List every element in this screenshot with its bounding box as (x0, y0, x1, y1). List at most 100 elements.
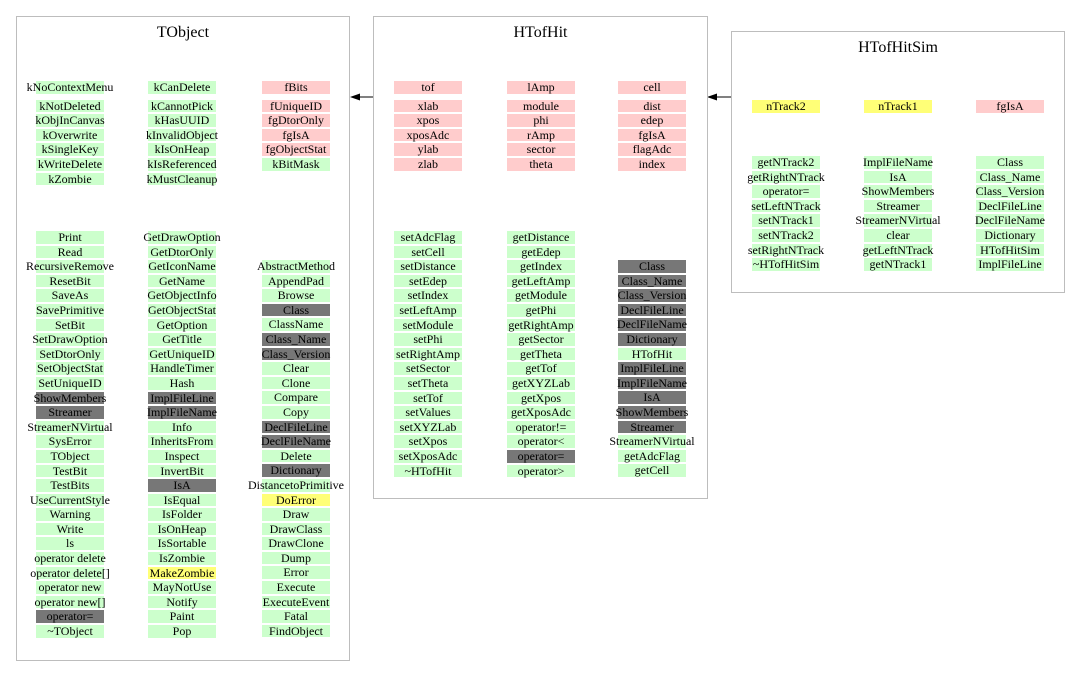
entry-background (394, 99, 462, 113)
entry-label: getPhi (525, 302, 557, 317)
entry-background (507, 231, 575, 244)
entry-label: Class_Name (621, 273, 683, 288)
entry-label: fgIsA (996, 99, 1024, 113)
entry-label: ImplFileLine (150, 390, 214, 405)
entry-background (148, 625, 216, 638)
entry-background (148, 479, 216, 492)
method-entry: operator delete (0, 551, 140, 566)
entry-background (262, 493, 330, 507)
entry-label: GetObjectInfo (147, 288, 217, 303)
method-entry: ImplFileLine (112, 391, 252, 406)
entry-background (618, 405, 686, 419)
entry-label: IsFolder (162, 507, 202, 522)
entry-label: HandleTimer (150, 361, 214, 376)
entry-label: ImplFileName (863, 155, 933, 169)
entry-background (976, 199, 1044, 213)
entry-background (148, 128, 216, 142)
data-member-entry: phi (471, 113, 611, 128)
entry-background (507, 99, 575, 113)
entry-label: setTof (413, 390, 443, 405)
entry-label: DeclFileLine (978, 198, 1042, 213)
method-entry: TObject (0, 449, 140, 464)
entry-label: getIndex (520, 259, 562, 274)
entry-background (976, 214, 1044, 227)
entry-label: MayNotUse (152, 580, 212, 595)
methods-column: AbstractMethod AppendPad Browse Class ClassN… (226, 259, 366, 638)
entry-label: getAdcFlag (624, 448, 680, 463)
entry-label: SavePrimitive (36, 302, 104, 317)
method-entry: ShowMembers (582, 405, 722, 420)
method-entry: setValues (358, 405, 498, 420)
method-entry: ShowMembers (828, 184, 968, 199)
method-entry: GetIconName (112, 259, 252, 274)
entry-background (618, 99, 686, 113)
entry-label: GetTitle (162, 332, 202, 347)
method-entry: operator delete[] (0, 566, 140, 581)
entry-background (618, 157, 686, 171)
entry-background (394, 376, 462, 390)
entry-background (394, 143, 462, 156)
data-member-entry: kIsReferenced (112, 157, 252, 172)
method-entry: Class (940, 155, 1080, 170)
entry-background (262, 508, 330, 521)
method-entry: GetName (112, 274, 252, 289)
entry-background (148, 595, 216, 609)
method-entry: Notify (112, 595, 252, 610)
entry-background (507, 260, 575, 273)
method-entry: setIndex (358, 288, 498, 303)
entry-background (262, 289, 330, 302)
entry-background (148, 245, 216, 259)
entry-background (864, 100, 932, 113)
entry-background (262, 581, 330, 594)
entry-label: kInvalidObject (146, 127, 218, 142)
method-entry: HandleTimer (112, 361, 252, 376)
entry-label: xlab (417, 98, 439, 113)
entry-label: HTofHitSim (980, 242, 1040, 257)
entry-label: SetUniqueID (38, 375, 102, 390)
method-entry: operator> (471, 464, 611, 479)
method-entry: MakeZombie (112, 566, 252, 581)
entry-label: DoError (276, 492, 316, 507)
data-members-column: fgIsA (940, 99, 1080, 114)
data-member-entry: edep (582, 113, 722, 128)
entry-label: DeclFileName (975, 213, 1045, 228)
entry-background (36, 157, 104, 171)
method-entry: SysError (0, 434, 140, 449)
entry-label: Streamer (630, 419, 674, 434)
entry-label: getCell (634, 463, 670, 478)
entry-label: fgIsA (638, 127, 666, 142)
method-entry: setLeftAmp (358, 303, 498, 318)
entry-background (148, 289, 216, 302)
entry-background (507, 318, 575, 332)
entry-background (36, 231, 104, 244)
entry-background (394, 435, 462, 448)
entry-label: fgObjectStat (265, 142, 327, 157)
method-entry: DeclFileName (940, 213, 1080, 228)
entry-label: DeclFileLine (620, 302, 684, 317)
entry-background (36, 449, 104, 463)
entry-background (36, 114, 104, 127)
entry-background (148, 552, 216, 565)
method-entry: setSector (358, 361, 498, 376)
method-entry: IsOnHeap (112, 522, 252, 537)
entry-background (148, 143, 216, 156)
entry-background (394, 128, 462, 142)
data-members-column: kNoContextMenu kNotDeleted kObjInCanvas kOv… (0, 80, 140, 186)
entry-label: setXpos (408, 434, 448, 449)
method-entry: getDistance (471, 230, 611, 245)
entry-background (36, 81, 104, 94)
entry-label: SetBit (54, 317, 85, 332)
entry-background (262, 391, 330, 404)
entry-label: getRightAmp (508, 317, 574, 332)
entry-background (148, 493, 216, 507)
entry-label: fBits (284, 80, 308, 94)
method-entry: clear (828, 228, 968, 243)
method-entry: FindObject (226, 624, 366, 639)
entry-background (618, 81, 686, 94)
method-entry: Inspect (112, 449, 252, 464)
entry-background (864, 170, 932, 184)
entry-background (507, 289, 575, 302)
entry-label: ls (65, 536, 74, 551)
entry-background (148, 347, 216, 361)
method-entry: setCell (358, 245, 498, 260)
